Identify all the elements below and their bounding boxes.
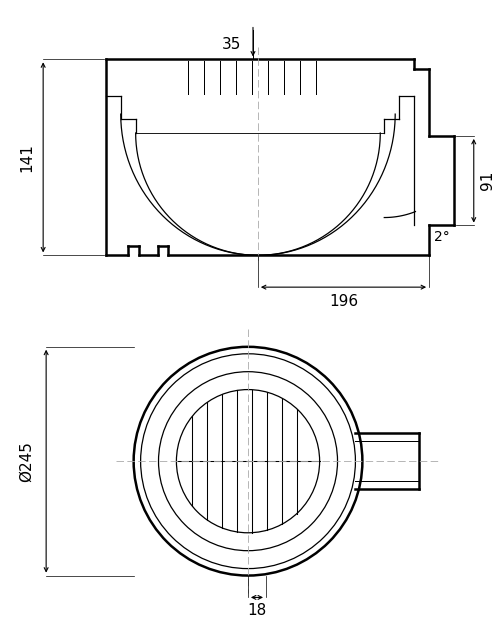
Text: 91: 91 — [480, 171, 495, 190]
Text: Ø245: Ø245 — [19, 441, 34, 482]
Text: 18: 18 — [247, 603, 267, 618]
Text: 196: 196 — [329, 293, 358, 308]
Text: 2°: 2° — [434, 230, 450, 244]
Text: 141: 141 — [20, 143, 35, 172]
Text: 35: 35 — [221, 37, 241, 52]
